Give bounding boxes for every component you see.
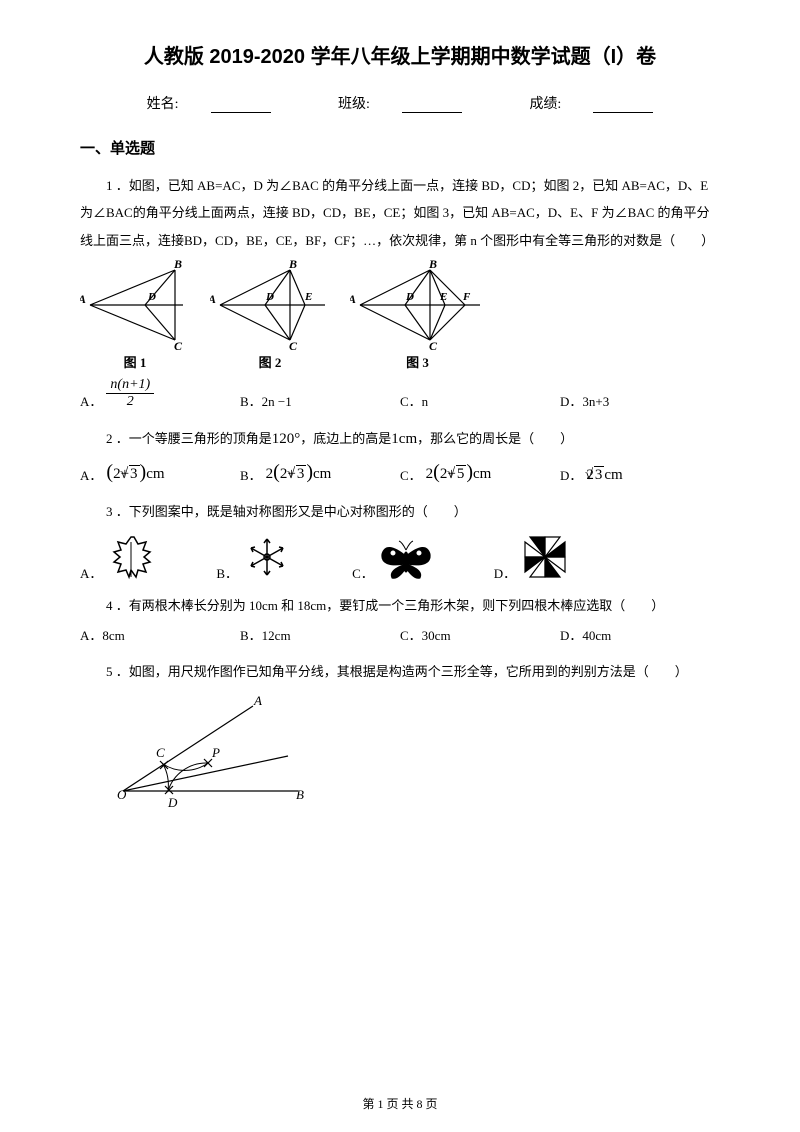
fig1: B A D C 图 1 (80, 260, 190, 371)
svg-text:B: B (173, 260, 182, 271)
q1-opt-d: D．3n+3 (560, 377, 720, 410)
page-footer: 第 1 页 共 8 页 (0, 1095, 800, 1112)
name-label: 姓名: (131, 97, 287, 112)
butterfly-icon (378, 538, 434, 582)
q5: 5 ．如图，用尺规作图作已知角平分线，其根据是构造两个三形全等，它所用到的判别方… (80, 658, 720, 685)
section-heading: 一、单选题 (80, 137, 720, 158)
svg-text:E: E (304, 291, 312, 303)
q4-opts: A．8cm B．12cm C．30cm D．40cm (80, 625, 720, 644)
svg-text:P: P (211, 745, 220, 760)
svg-text:B: B (428, 260, 437, 271)
q1-opt-a-frac: n(n+1)2 (106, 377, 154, 410)
svg-text:D: D (147, 291, 156, 303)
svg-text:E: E (439, 291, 447, 303)
fig3: B A D E F C 图 3 (350, 260, 485, 371)
svg-text:C: C (174, 339, 183, 350)
svg-text:B: B (296, 787, 304, 802)
q2: 2 ．一个等腰三角形的顶角是120°，底边上的高是1cm，那么它的周长是（ ） (80, 424, 720, 456)
snowflake-icon (242, 532, 292, 582)
q4: 4 ．有两根木棒长分别为 10cm 和 18cm，要钉成一个三角形木架，则下列四… (80, 592, 720, 619)
svg-text:C: C (289, 339, 298, 350)
q2-c: 2(2+5)cm (426, 461, 492, 484)
svg-text:C: C (429, 339, 438, 350)
q5-fig: A O B C D P (108, 691, 720, 816)
q3-opts: A． B． C． D． (80, 532, 720, 582)
q3: 3 ．下列图案中，既是轴对称图形又是中心对称图形的（ ） (80, 498, 720, 525)
leaf-icon (106, 532, 156, 582)
class-blank (402, 98, 462, 113)
svg-text:F: F (462, 291, 471, 303)
q2-opts: A．(2+3)cm B．2(2+3)cm C．2(2+5)cm D．23cm (80, 461, 720, 484)
q2-a: (2+3)cm (106, 461, 164, 484)
score-blank (593, 98, 653, 113)
pinwheel-icon (520, 532, 570, 582)
svg-text:C: C (156, 745, 165, 760)
name-blank (211, 98, 271, 113)
page: 人教版 2019-2020 学年八年级上学期期中数学试题（I）卷 姓名: 班级:… (0, 0, 800, 1132)
svg-text:D: D (265, 291, 274, 303)
fig2: B A D E C 图 2 (210, 260, 330, 371)
page-title: 人教版 2019-2020 学年八年级上学期期中数学试题（I）卷 (80, 40, 720, 69)
q2-b: 2(2+3)cm (266, 461, 332, 484)
svg-text:D: D (405, 291, 414, 303)
svg-text:D: D (167, 795, 178, 810)
svg-text:A: A (350, 292, 356, 306)
q1-opts: A．n(n+1)2 B．2n −1 C．n D．3n+3 (80, 377, 720, 410)
q1-opt-c: C．n (400, 377, 560, 410)
svg-text:B: B (288, 260, 297, 271)
svg-text:A: A (80, 292, 86, 306)
q1-opt-b: B．2n −1 (240, 377, 400, 410)
svg-text:O: O (117, 787, 127, 802)
q1: 1 ．如图，已知 AB=AC，D 为∠BAC 的角平分线上面一点，连接 BD，C… (80, 172, 720, 254)
q1-figs: B A D C 图 1 B A D E C 图 2 B A (80, 260, 720, 371)
info-row: 姓名: 班级: 成绩: (80, 93, 720, 113)
q2-d: 23cm (586, 467, 622, 484)
svg-text:A: A (210, 292, 216, 306)
svg-text:A: A (253, 693, 262, 708)
score-label: 成绩: (513, 97, 669, 112)
class-label: 班级: (322, 97, 478, 112)
